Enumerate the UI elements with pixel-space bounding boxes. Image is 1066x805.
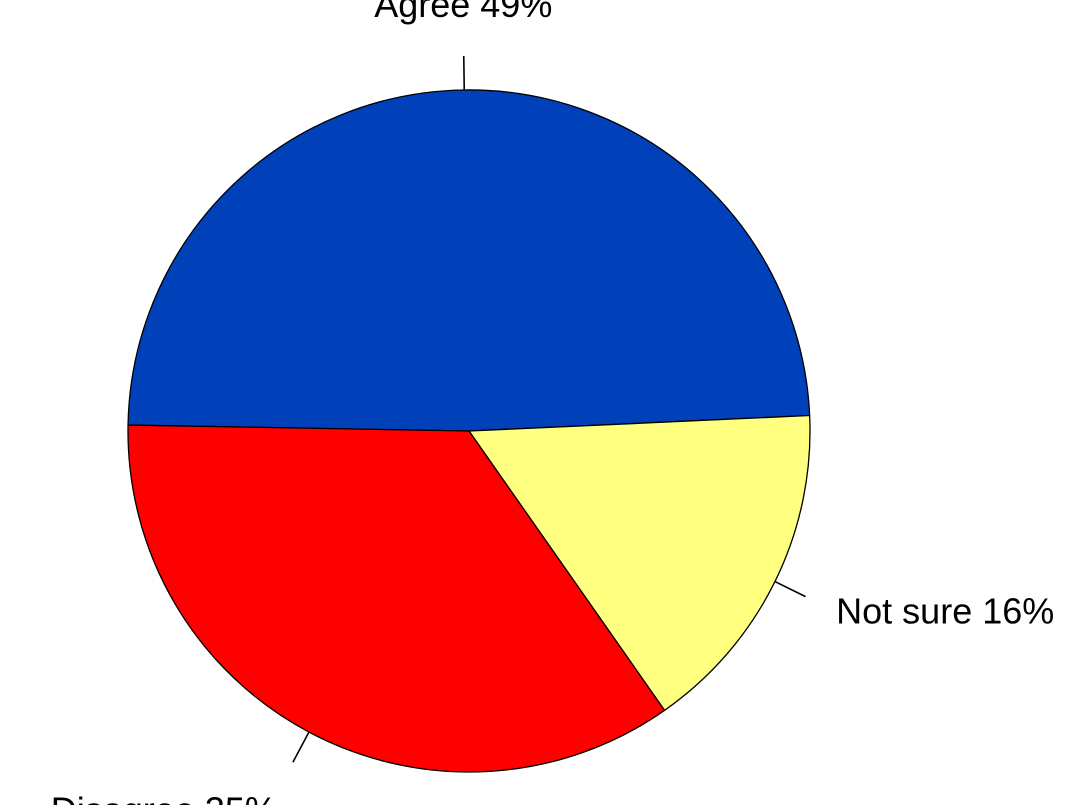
- leader-line-disagree: [292, 731, 310, 763]
- slices-layer: [127, 89, 811, 773]
- pie-slice-disagree: [127, 424, 666, 773]
- leader-line-not-sure: [774, 580, 806, 598]
- slice-label-disagree: Disagree 35%: [51, 789, 277, 805]
- pie-slice-not-sure: [468, 414, 811, 711]
- labels-layer: Agree 49% Not sure 16% Disagree 35%: [51, 0, 1055, 805]
- slice-label-not-sure: Not sure 16%: [836, 591, 1054, 632]
- leaders-layer: [292, 55, 806, 763]
- pie-slice-agree: [127, 89, 811, 432]
- slice-label-agree: Agree 49%: [374, 0, 552, 25]
